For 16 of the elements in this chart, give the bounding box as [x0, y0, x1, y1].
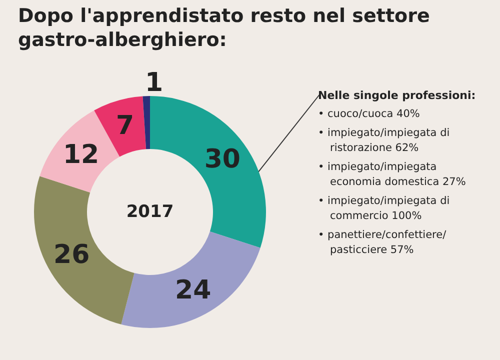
data-label: 30 [204, 144, 240, 174]
donut-slice [121, 231, 260, 328]
data-label: 1 [145, 68, 164, 98]
data-label: 24 [175, 275, 212, 306]
data-label: 7 [116, 111, 134, 142]
text: 2017 [126, 202, 174, 222]
text: • impiegato/impiegata di ristorazione 62% [318, 126, 451, 156]
data-label: 12 [62, 140, 100, 170]
text: • impiegato/impiegata di commercio 100% [318, 194, 451, 224]
text: • cuoco/cuoca 40% [318, 107, 421, 122]
text: • impiegato/impiegata economia domestica 27% [318, 160, 467, 190]
chart-title: Dopo l'apprendistato resto nel settore gastro-alberghiero: [18, 4, 431, 52]
text: • panettiere/confettiere/ pasticciere 57% [318, 228, 448, 258]
donut-slice [142, 96, 150, 150]
text: Nelle singole professioni: [318, 88, 477, 103]
data-label: 26 [53, 240, 90, 270]
